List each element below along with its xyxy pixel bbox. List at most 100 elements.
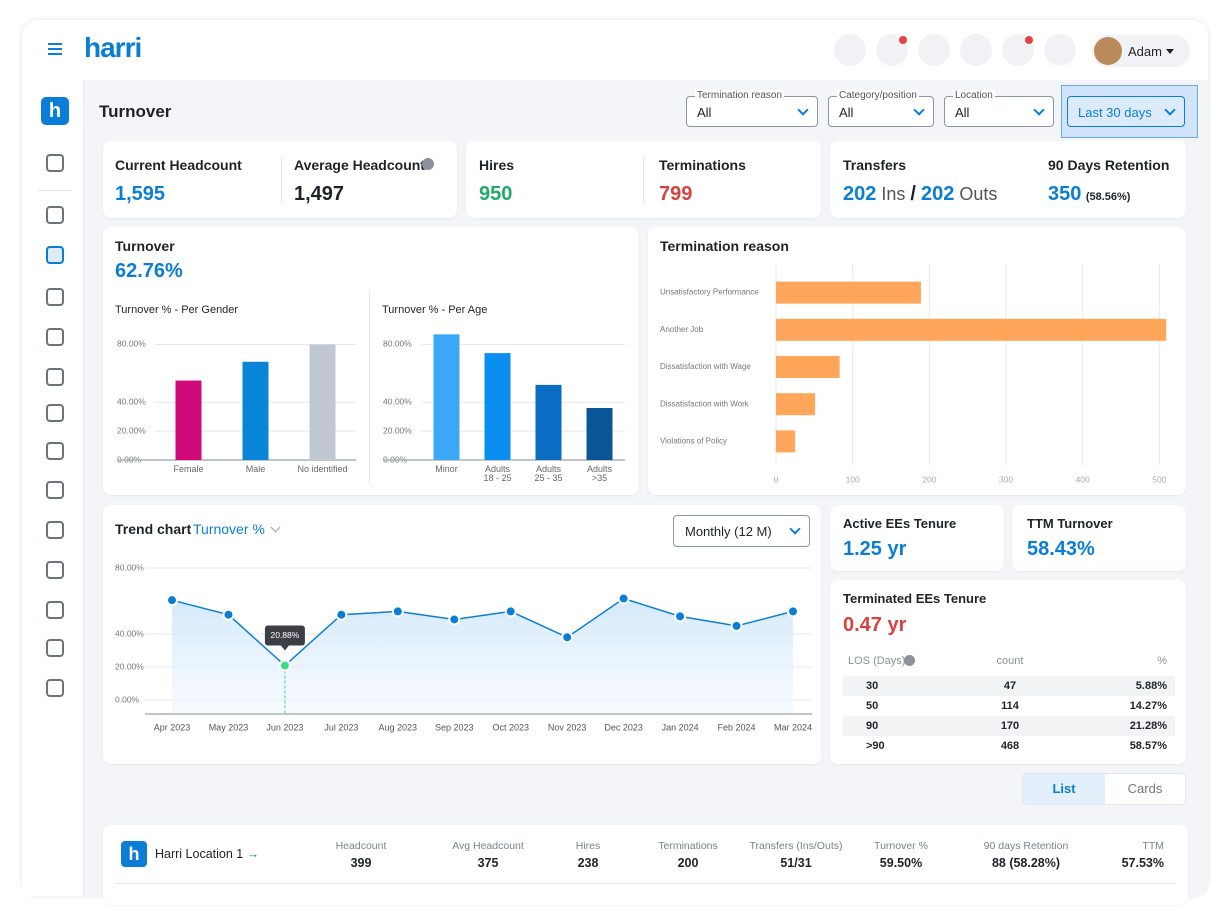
period-dropdown[interactable]: Monthly (12 M) <box>673 515 810 547</box>
x-tick-label: Adults 25 - 35 <box>534 464 563 483</box>
x-tick-label: Adults >35 <box>586 464 612 483</box>
turnover-card <box>103 227 639 495</box>
kpi-value: 950 <box>479 183 513 205</box>
tenure-value: 58.43% <box>1027 538 1095 560</box>
nav-icon[interactable] <box>46 561 64 579</box>
trend-period: Monthly (12 M) <box>685 524 772 539</box>
x-tick-label: Minor <box>435 464 458 474</box>
table-header: LOS (Days) <box>848 655 906 667</box>
column-value: 375 <box>477 856 499 870</box>
filter-value: All <box>697 105 712 120</box>
tenure-label: Active EEs Tenure <box>843 516 957 531</box>
chart-title: Trend chart <box>115 521 192 537</box>
filter[interactable]: Termination reason All <box>686 90 818 127</box>
column-value: 57.53% <box>1121 856 1164 870</box>
column-value: 51/31 <box>780 856 812 870</box>
info-icon[interactable] <box>904 655 915 666</box>
cell: 14.27% <box>1129 700 1167 712</box>
divider <box>281 156 282 204</box>
toggle-option[interactable]: List <box>1023 774 1105 804</box>
nav-icon[interactable] <box>46 404 64 422</box>
sidebar <box>22 80 84 896</box>
x-tick-label: Male <box>245 464 266 474</box>
tenure-label: TTM Turnover <box>1027 516 1113 531</box>
location-link[interactable]: Harri Location 1 → <box>155 847 260 861</box>
divider <box>115 883 1175 884</box>
turnover-value: 62.76% <box>115 260 183 282</box>
kpi-label: Hires <box>479 157 515 173</box>
menu-button[interactable] <box>48 43 62 55</box>
kpi-value: 350 (58.56%) <box>1048 183 1130 206</box>
location-icon: h <box>121 841 147 867</box>
metric-select[interactable]: Turnover % <box>193 521 281 537</box>
kpi-value: 1,595 <box>115 183 166 205</box>
nav-icon[interactable] <box>46 288 64 306</box>
column-value: 399 <box>350 856 372 870</box>
tenure-card <box>830 580 1186 764</box>
x-tick-label: No identified <box>297 464 348 474</box>
column-label: Turnover % <box>874 840 928 852</box>
nav-icon[interactable] <box>46 521 64 539</box>
period-value: Last 30 days <box>1078 105 1152 120</box>
badge <box>899 36 907 44</box>
caret <box>1166 49 1174 54</box>
row-bg <box>843 716 1175 736</box>
layers-icon[interactable] <box>1044 34 1076 66</box>
unit: Outs <box>959 184 998 204</box>
nav-icon[interactable] <box>46 679 64 697</box>
info-icon[interactable] <box>422 158 434 170</box>
separator: / <box>910 183 916 205</box>
nav-icon[interactable] <box>46 154 64 172</box>
retention-value: 350 <box>1048 183 1082 205</box>
kpi-value: 799 <box>659 183 693 205</box>
location-card <box>103 825 1188 905</box>
filter[interactable]: Category/position All <box>828 90 934 127</box>
kpi-card <box>830 141 1186 218</box>
tenure-card <box>830 505 1004 571</box>
chart-title: Turnover % - Per Gender <box>115 304 239 316</box>
cell: >90 <box>866 740 885 752</box>
filter-label: Location <box>953 90 995 101</box>
apps-icon[interactable] <box>918 34 950 66</box>
nav-icon[interactable] <box>46 368 64 386</box>
column-label: Transfers (Ins/Outs) <box>749 840 843 852</box>
retention-percent: (58.56%) <box>1085 191 1131 203</box>
x-tick-label: Adults 18 - 25 <box>483 464 512 483</box>
column-label: Terminations <box>658 840 718 852</box>
column-label: Hires <box>575 840 601 852</box>
column-label: 90 days Retention <box>983 840 1069 852</box>
kpi-label: Average Headcount <box>294 157 425 173</box>
column-label: TTM <box>1142 840 1164 852</box>
row-bg <box>843 676 1175 696</box>
filter-label: Termination reason <box>695 90 785 101</box>
avatar <box>1094 37 1122 65</box>
tenure-card <box>1012 505 1186 571</box>
page-title: Turnover <box>99 102 172 121</box>
column-label: Headcount <box>335 840 387 852</box>
period-select[interactable]: Last 30 days <box>1067 96 1185 127</box>
globe-icon[interactable] <box>960 34 992 66</box>
search-icon[interactable] <box>834 34 866 66</box>
nav-icon[interactable] <box>46 481 64 499</box>
kpi-label: Terminations <box>659 157 746 173</box>
kpi-label: Current Headcount <box>115 157 242 173</box>
nav-icon[interactable] <box>46 442 64 460</box>
nav-icon[interactable] <box>46 206 64 224</box>
card-title: Turnover <box>115 238 175 254</box>
nav-icon[interactable] <box>46 601 64 619</box>
nav-icon[interactable] <box>46 639 64 657</box>
logo: harri <box>84 32 142 63</box>
unit: Ins <box>881 184 906 204</box>
cell: 30 <box>866 680 879 692</box>
toggle-option[interactable]: Cards <box>1127 781 1163 796</box>
divider <box>369 290 370 485</box>
x-tick-label: Female <box>173 464 204 474</box>
cell: 50 <box>866 700 879 712</box>
nav-icon[interactable] <box>46 246 64 264</box>
nav-icon[interactable] <box>46 328 64 346</box>
brand-icon[interactable]: h <box>41 97 69 125</box>
kpi-label: Transfers <box>843 157 907 173</box>
badge <box>1025 36 1033 44</box>
filter[interactable]: Location All <box>944 90 1054 127</box>
